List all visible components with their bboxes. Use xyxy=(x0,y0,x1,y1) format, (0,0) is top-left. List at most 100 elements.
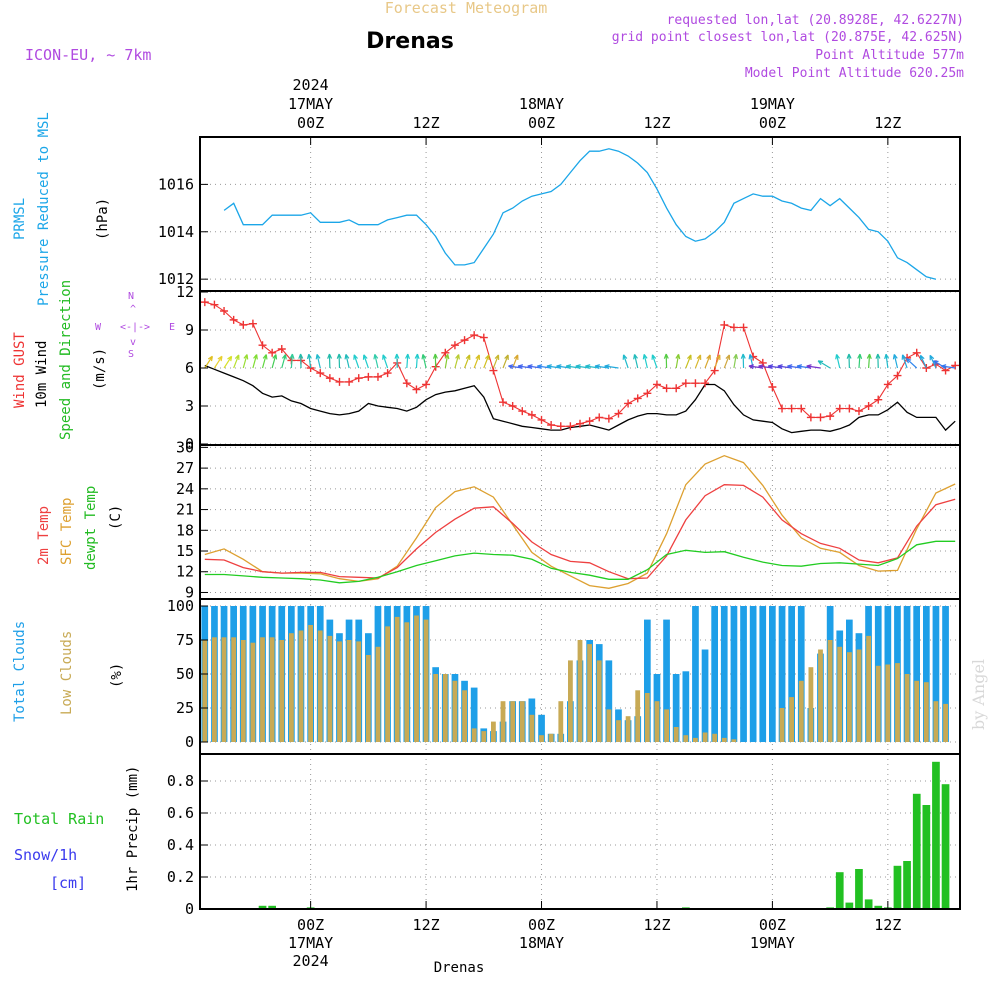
bottom-time-label: 2024 xyxy=(293,952,329,970)
wind-direction-arrow xyxy=(694,354,702,369)
low-cloud-bar xyxy=(423,619,429,742)
temperature-ytick-label: 21 xyxy=(176,501,194,519)
clouds-ytick-label: 50 xyxy=(176,665,194,683)
rain-bar xyxy=(922,805,931,909)
wind-direction-arrow xyxy=(733,353,739,369)
top-time-label: 12Z xyxy=(874,114,901,132)
bottom-time-label: 00Z xyxy=(297,916,324,934)
low-clouds-label: Low Clouds xyxy=(59,631,75,715)
wind-direction-arrow xyxy=(204,355,213,369)
low-cloud-bar xyxy=(875,665,881,742)
low-cloud-bar xyxy=(279,640,285,742)
top-time-label: 19MAY xyxy=(750,95,795,113)
low-cloud-bar xyxy=(856,649,862,742)
bottom-time-label: 19MAY xyxy=(750,934,795,952)
bottom-time-label: 12Z xyxy=(413,916,440,934)
wind-direction-arrow xyxy=(835,354,841,369)
gust-marker xyxy=(422,380,431,389)
low-cloud-bar xyxy=(625,716,631,742)
wind-direction-arrow xyxy=(414,353,420,369)
gust-marker xyxy=(806,413,815,422)
low-cloud-bar xyxy=(702,732,708,742)
wind-direction-arrow xyxy=(306,353,312,369)
low-cloud-bar xyxy=(683,735,689,742)
rain-bar xyxy=(835,872,844,909)
watermark: by Angel xyxy=(969,659,988,730)
gust-marker xyxy=(595,413,604,422)
total-cloud-bar xyxy=(923,606,930,742)
total-cloud-bar xyxy=(605,660,613,742)
gust-marker xyxy=(662,384,671,393)
wind-direction-arrow xyxy=(905,357,918,369)
wind-direction-arrow xyxy=(394,353,400,369)
wind-direction-arrow xyxy=(884,353,890,369)
pressure-labels: PRMSL Pressure Reduced to MSL (hPa) xyxy=(12,112,111,306)
low-cloud-bar xyxy=(577,640,583,742)
low-cloud-bar xyxy=(895,663,900,742)
wind-direction-arrow xyxy=(261,354,268,369)
precip-frame xyxy=(199,753,961,910)
low-cloud-bar xyxy=(404,622,410,742)
gust-marker xyxy=(527,410,536,419)
wind-direction-arrow xyxy=(806,364,821,370)
data-layer xyxy=(200,148,960,910)
wind-direction-arrow xyxy=(846,353,852,369)
pressure-ytick-label: 1016 xyxy=(158,175,194,193)
low-cloud-bar xyxy=(308,625,313,742)
precip-ytick-label: 0.2 xyxy=(167,868,194,886)
wind-direction-arrow xyxy=(281,354,287,369)
clouds-ytick-label: 25 xyxy=(176,699,194,717)
top-time-label: 00Z xyxy=(759,114,786,132)
pressure-label-2: Pressure Reduced to MSL xyxy=(36,112,52,306)
gust-marker xyxy=(248,319,257,328)
total-cloud-bar xyxy=(778,606,786,742)
temperature-ytick-label: 9 xyxy=(185,583,194,601)
low-cloud-bar xyxy=(606,709,612,742)
pressure-ytick-label: 1014 xyxy=(158,223,194,241)
gust-marker xyxy=(864,402,873,410)
top-time-label: 2024 xyxy=(293,76,329,94)
precip-ytick-label: 0.4 xyxy=(167,836,194,854)
low-cloud-bar xyxy=(462,690,467,742)
low-cloud-bar xyxy=(519,701,525,742)
wind-direction-arrow xyxy=(213,355,223,369)
wind-direction-arrow xyxy=(315,354,321,369)
gust-marker xyxy=(268,348,277,357)
low-cloud-bar xyxy=(808,667,814,742)
temperature-ytick-label: 18 xyxy=(176,521,194,539)
temp2m-line xyxy=(204,484,956,580)
gust-marker xyxy=(412,385,421,394)
wind-direction-arrow xyxy=(748,354,754,369)
gust-marker xyxy=(441,348,450,357)
gust-marker xyxy=(373,372,382,381)
gust-marker xyxy=(508,402,517,410)
bottom-time-label: 12Z xyxy=(643,916,670,934)
low-cloud-bar xyxy=(847,652,852,742)
low-cloud-bar xyxy=(827,640,833,742)
sfc-temp-line xyxy=(204,455,956,589)
rain-bar xyxy=(941,784,950,909)
total-cloud-bar xyxy=(740,606,747,742)
temp-unit: (C) xyxy=(108,505,124,530)
gust-marker xyxy=(576,419,584,428)
gust-marker xyxy=(778,404,787,413)
total-cloud-bar xyxy=(769,606,776,742)
gust-marker xyxy=(200,298,209,307)
total-cloud-bar xyxy=(749,606,757,742)
gust-marker xyxy=(624,399,633,408)
wind-ytick-label: 12 xyxy=(176,283,194,301)
low-cloud-bar xyxy=(779,708,785,742)
low-cloud-bar xyxy=(923,682,929,742)
gust-marker xyxy=(335,377,344,386)
rain-bar xyxy=(903,861,911,909)
low-cloud-bar xyxy=(240,640,246,742)
low-cloud-bar xyxy=(654,701,660,742)
low-cloud-bar xyxy=(442,674,448,742)
total-cloud-bar xyxy=(932,606,940,742)
gust-marker xyxy=(672,384,681,393)
pressure-line xyxy=(223,148,937,280)
rain-bar xyxy=(855,869,863,909)
low-cloud-bar xyxy=(414,615,419,742)
snow-label: Snow/1h xyxy=(14,846,77,864)
